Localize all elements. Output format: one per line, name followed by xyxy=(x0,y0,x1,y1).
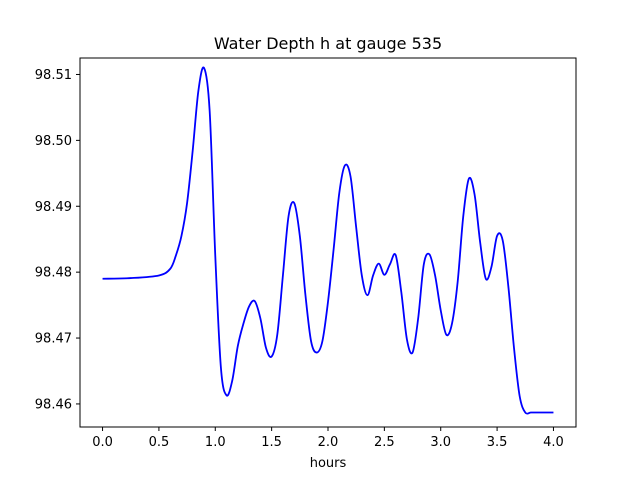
y-axis: 98.46 98.47 98.48 98.49 98.50 98.51 xyxy=(35,68,80,412)
chart-title: Water Depth h at gauge 535 xyxy=(214,34,442,53)
x-tick-label: 3.5 xyxy=(487,435,508,450)
x-tick-label: 1.0 xyxy=(205,435,226,450)
y-tick-label: 98.50 xyxy=(35,134,72,149)
x-axis: 0.0 0.5 1.0 1.5 2.0 2.5 3.0 3.5 4.0 xyxy=(92,427,564,450)
x-axis-label: hours xyxy=(310,456,347,471)
y-tick-label: 98.49 xyxy=(35,200,72,215)
series-line xyxy=(102,66,554,415)
y-tick-label: 98.47 xyxy=(35,332,72,347)
y-tick-label: 98.48 xyxy=(35,266,72,281)
x-tick-label: 1.5 xyxy=(261,435,282,450)
x-tick-label: 0.5 xyxy=(149,435,170,450)
plot-area xyxy=(102,66,554,415)
x-tick-label: 0.0 xyxy=(92,435,113,450)
y-tick-label: 98.46 xyxy=(35,397,72,412)
x-tick-label: 4.0 xyxy=(543,435,564,450)
x-tick-label: 2.5 xyxy=(374,435,395,450)
x-tick-label: 3.0 xyxy=(430,435,451,450)
x-tick-label: 2.0 xyxy=(318,435,339,450)
y-tick-label: 98.51 xyxy=(35,68,72,83)
